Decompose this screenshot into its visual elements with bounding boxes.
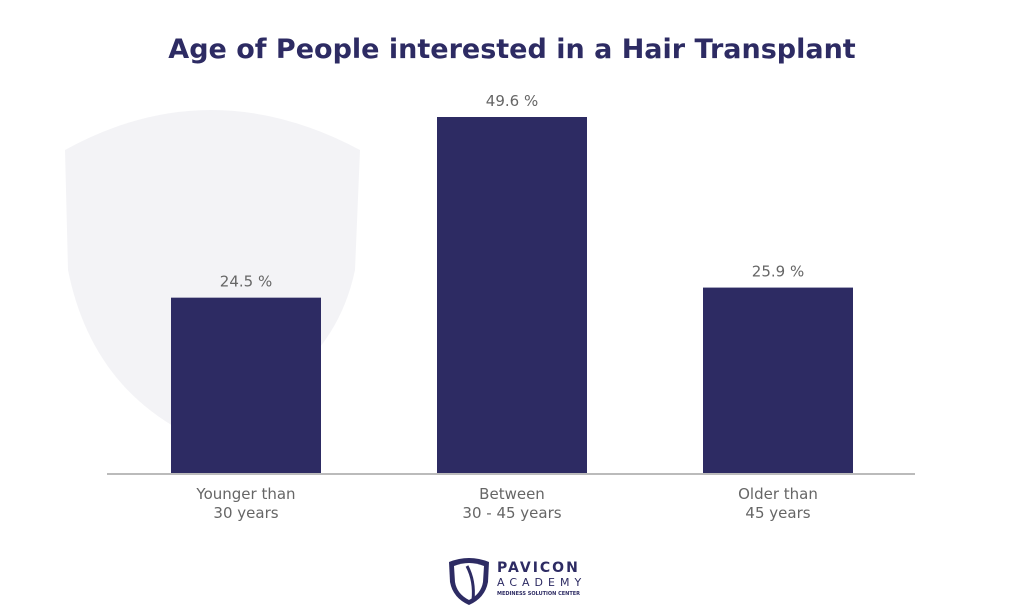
data-label: 49.6 % [486,92,538,110]
chart-title: Age of People interested in a Hair Trans… [168,34,856,65]
bar [703,287,853,474]
bar [171,297,321,474]
shield-logo-icon [449,558,489,605]
x-tick-label: Younger than [195,485,295,503]
data-label: 25.9 % [752,263,804,281]
bar [437,117,587,474]
logo: PAVICON ACADEMY MEDINESS SOLUTION CENTER [445,556,585,606]
x-tick-label: Between [479,485,545,503]
logo-name: PAVICON [497,560,580,576]
logo-line2: ACADEMY [497,576,587,589]
x-tick-label: 45 years [745,504,810,522]
logo-tagline: MEDINESS SOLUTION CENTER [497,591,581,597]
data-label: 24.5 % [220,273,272,291]
x-tick-label: Older than [738,485,818,503]
x-tick-label: 30 - 45 years [462,504,561,522]
x-tick-label: 30 years [213,504,278,522]
